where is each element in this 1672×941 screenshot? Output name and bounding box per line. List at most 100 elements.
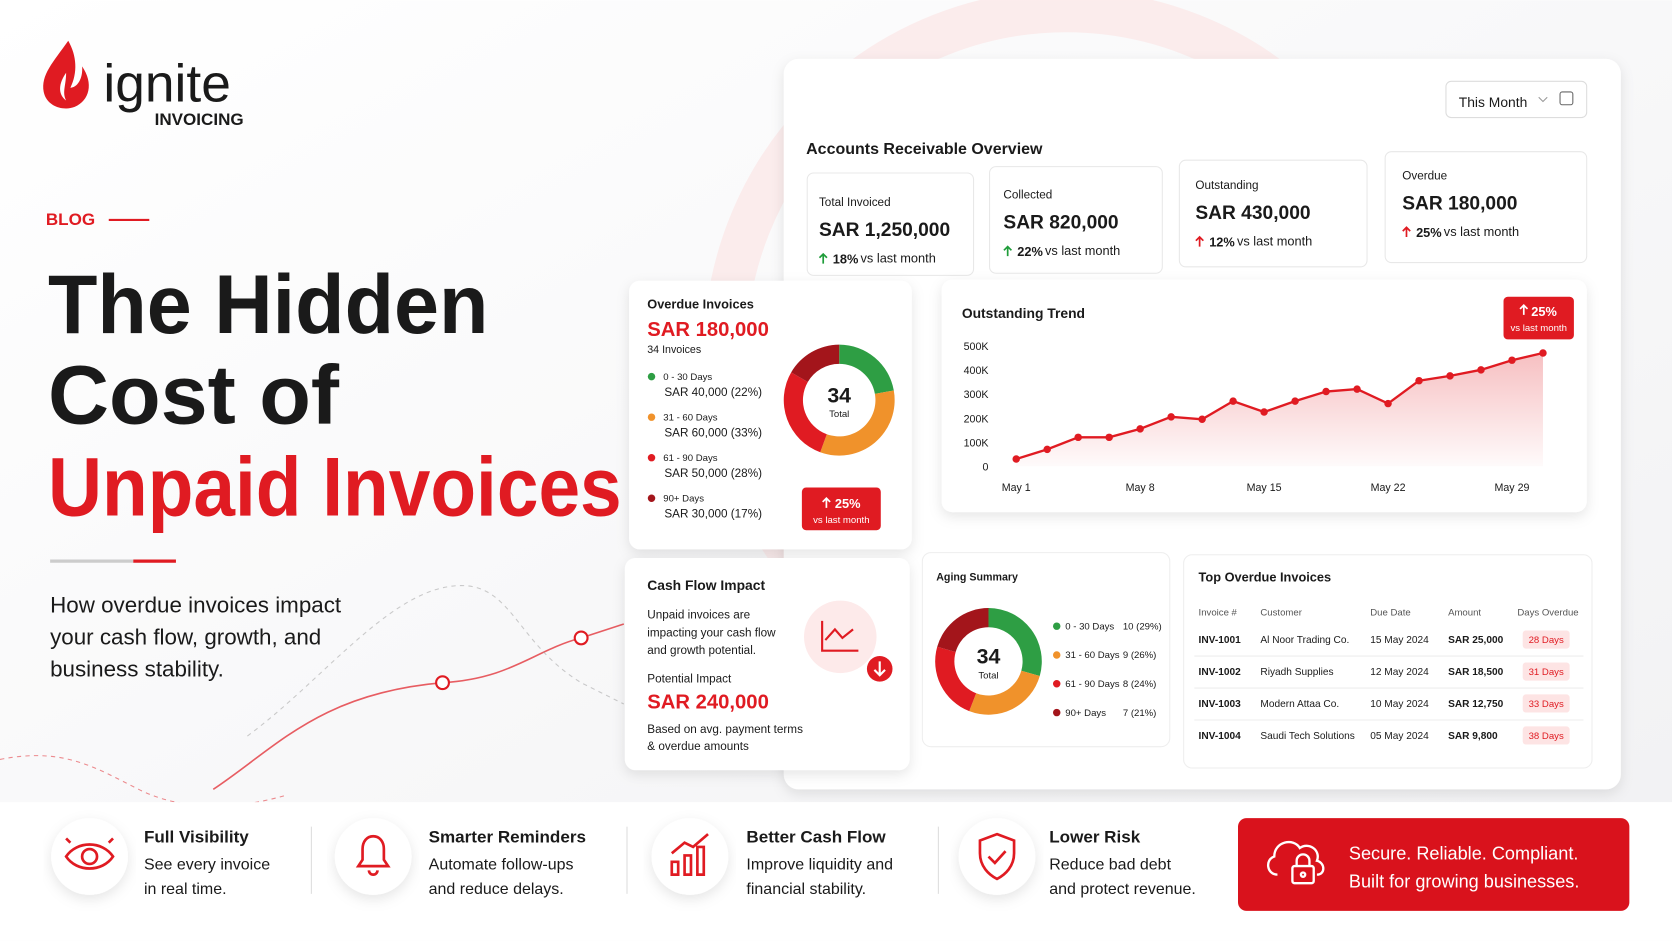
y-tick-label: 0 bbox=[983, 462, 989, 474]
feature-text: and reduce delays. bbox=[429, 881, 564, 898]
y-tick-label: 500K bbox=[964, 341, 989, 353]
hero-subtitle: business stability. bbox=[50, 656, 224, 681]
cta-text: Built for growing businesses. bbox=[1349, 871, 1580, 891]
cta-icon bbox=[1267, 840, 1325, 885]
period-select[interactable] bbox=[1445, 80, 1588, 119]
table-cell: SAR 25,000 bbox=[1448, 635, 1504, 646]
hero-subtitle: your cash flow, growth, and bbox=[50, 624, 321, 649]
legend-value: SAR 40,000 (22%) bbox=[664, 386, 762, 399]
x-tick-label: May 1 bbox=[1002, 482, 1031, 494]
donut-segment bbox=[935, 646, 977, 712]
arrow-up bbox=[1195, 235, 1204, 247]
cashflow-icon bbox=[804, 600, 893, 682]
card-title: Cash Flow Impact bbox=[647, 577, 765, 593]
donut-segment bbox=[969, 670, 1040, 715]
card-title: Top Overdue Invoices bbox=[1199, 569, 1332, 584]
kpi-value: SAR 1,250,000 bbox=[819, 220, 950, 241]
point bbox=[1384, 399, 1392, 408]
kpi-change: 18% bbox=[833, 252, 859, 267]
table-cell: 38 Days bbox=[1529, 731, 1564, 742]
point bbox=[1105, 433, 1113, 442]
impact-label: Potential Impact bbox=[647, 673, 732, 686]
kpi-cards bbox=[806, 151, 1588, 276]
table-cell: 10 May 2024 bbox=[1370, 699, 1429, 710]
arrow-up bbox=[1402, 226, 1411, 237]
card-title: Overdue Invoices bbox=[647, 296, 754, 311]
kpi-note: vs last month bbox=[1444, 224, 1519, 239]
feature-title: Full Visibility bbox=[144, 828, 249, 847]
point bbox=[1508, 356, 1516, 364]
arrow-up bbox=[818, 252, 828, 264]
x-tick-label: May 8 bbox=[1126, 482, 1155, 494]
kpi-note: vs last month bbox=[1045, 243, 1120, 258]
legend-dot bbox=[647, 494, 656, 502]
legend-dot bbox=[647, 413, 656, 421]
legend-value: 10 (29%) bbox=[1123, 621, 1162, 632]
donut-center-label: Total bbox=[829, 409, 849, 420]
badge-change: 25% bbox=[1531, 304, 1557, 319]
area bbox=[1016, 352, 1543, 467]
chart-title: Outstanding Trend bbox=[962, 305, 1085, 321]
legend-value: SAR 50,000 (28%) bbox=[664, 467, 762, 480]
hero-subtitle: How overdue invoices impact bbox=[50, 592, 342, 617]
feature-text: financial stability. bbox=[746, 881, 866, 898]
donut-segment bbox=[839, 344, 894, 394]
table-cell: Riyadh Supplies bbox=[1260, 667, 1333, 678]
days-badge bbox=[1522, 630, 1570, 649]
legend-label: 90+ Days bbox=[663, 493, 704, 504]
impact-note: & overdue amounts bbox=[647, 740, 749, 753]
point bbox=[1353, 385, 1361, 393]
table-cell: SAR 12,750 bbox=[1448, 699, 1504, 710]
table-header: Days Overdue bbox=[1517, 608, 1578, 619]
table-header: Due Date bbox=[1370, 608, 1410, 619]
legend-value: 8 (24%) bbox=[1123, 679, 1157, 690]
table-header: Amount bbox=[1448, 608, 1481, 619]
point bbox=[1198, 415, 1206, 423]
legend-value: 9 (26%) bbox=[1123, 650, 1157, 661]
kpi-label: Collected bbox=[1003, 189, 1052, 202]
feature-text: See every invoice bbox=[144, 856, 270, 873]
table-cell: Al Noor Trading Co. bbox=[1260, 635, 1349, 646]
kpi-change: 25% bbox=[1416, 225, 1442, 240]
legend-value: 7 (21%) bbox=[1123, 708, 1157, 719]
legend-value: SAR 60,000 (33%) bbox=[664, 426, 762, 439]
legend-label: 31 - 60 Days bbox=[663, 412, 718, 423]
donut-segment bbox=[937, 608, 989, 653]
point bbox=[1074, 433, 1082, 442]
point bbox=[1043, 445, 1051, 454]
point bbox=[1446, 372, 1454, 380]
table-header: Invoice # bbox=[1199, 608, 1238, 619]
legend-label: 61 - 90 Days bbox=[1065, 679, 1120, 690]
table-cell: 31 Days bbox=[1529, 667, 1564, 678]
table-cell: INV-1003 bbox=[1199, 699, 1242, 710]
legend-dot bbox=[1052, 622, 1061, 630]
legend-dot bbox=[1052, 651, 1061, 659]
calendar-icon bbox=[1559, 91, 1574, 106]
cta-box[interactable] bbox=[1238, 818, 1630, 911]
cash-desc: impacting your cash flow bbox=[647, 626, 776, 639]
table-cell: Modern Attaa Co. bbox=[1260, 699, 1339, 710]
y-tick-label: 400K bbox=[964, 365, 989, 377]
donut-center: 34 bbox=[827, 383, 851, 407]
legend-label: 0 - 30 Days bbox=[1065, 621, 1114, 632]
table-cell: 05 May 2024 bbox=[1370, 731, 1429, 742]
point bbox=[1415, 376, 1423, 385]
table-cell: Saudi Tech Solutions bbox=[1260, 731, 1354, 742]
feature-text: Automate follow-ups bbox=[429, 856, 574, 873]
feature-text: Reduce bad debt bbox=[1049, 856, 1171, 873]
table-cell: INV-1002 bbox=[1199, 667, 1242, 678]
feature-title: Better Cash Flow bbox=[746, 828, 886, 847]
donut-center: 34 bbox=[977, 645, 1001, 669]
cash-desc: and growth potential. bbox=[647, 644, 756, 657]
brand-tagline: INVOICING bbox=[155, 110, 244, 129]
donut-segment bbox=[791, 344, 840, 382]
table-cell: 33 Days bbox=[1529, 699, 1564, 710]
period: This Month bbox=[1459, 94, 1528, 110]
table-cell: 28 Days bbox=[1529, 635, 1564, 646]
table-cell: SAR 18,500 bbox=[1448, 667, 1504, 678]
logo-flame bbox=[43, 40, 89, 109]
point bbox=[1167, 413, 1175, 421]
badge-change: 25% bbox=[835, 496, 861, 511]
impact-note: Based on avg. payment terms bbox=[647, 723, 803, 736]
x-tick-label: May 15 bbox=[1247, 482, 1282, 494]
